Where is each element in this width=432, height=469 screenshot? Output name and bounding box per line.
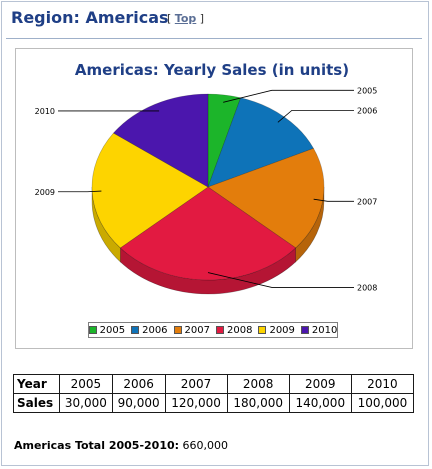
total-value: 660,000: [182, 439, 229, 452]
year-row-header: Year: [13, 374, 60, 394]
region-title: Region: Americas: [11, 8, 169, 27]
sales-cell: 100,000: [350, 393, 415, 413]
sales-row-header: Sales: [13, 393, 60, 413]
year-cell: 2008: [226, 374, 290, 394]
year-cell: 2010: [350, 374, 415, 394]
sales-cell: 140,000: [288, 393, 352, 413]
legend-swatch: [258, 326, 267, 334]
legend-label: 2010: [311, 324, 338, 336]
legend-label: 2005: [99, 324, 126, 336]
year-cell: 2009: [288, 374, 352, 394]
pie-labels: 2005 2006 2007 2008 2009 2010: [35, 86, 378, 292]
sales-cell: 90,000: [111, 393, 166, 413]
chart-legend: 2005 2006 2007 2008 2009 2010: [88, 322, 338, 338]
legend-label: 2006: [142, 324, 168, 336]
legend-item-2010: 2010: [300, 324, 338, 336]
leader-line-2009: [58, 190, 102, 193]
legend-item-2009: 2009: [258, 324, 295, 336]
top-link[interactable]: Top: [174, 12, 197, 25]
pie-slice-2010: [113, 93, 209, 188]
sales-cell: 30,000: [59, 393, 113, 413]
legend-label: 2008: [227, 324, 253, 336]
leader-line-2008: [207, 272, 354, 288]
slice-label-2009: 2009: [35, 188, 55, 197]
slice-label-2007: 2007: [357, 197, 377, 206]
sales-cell: 180,000: [226, 393, 290, 413]
bracket-close: ]: [199, 12, 205, 25]
sales-row: Sales 30,000 90,000 120,000 180,000 140,000 1…: [13, 393, 415, 413]
bracket-open: [: [167, 12, 172, 25]
year-cell: 2005: [59, 374, 113, 394]
leader-line-2005: [223, 89, 354, 103]
year-cell: 2007: [164, 374, 228, 394]
year-row: Year 2005 2006 2007 2008 2009 2010: [13, 374, 415, 394]
pie-slices: [91, 93, 325, 281]
legend-item-2008: 2008: [216, 325, 252, 336]
pie-chart: Americas: Yearly Sales (in units) 200520…: [35, 61, 378, 295]
leader-line-2007: [313, 198, 354, 202]
slice-label-2005: 2005: [357, 86, 377, 95]
slice-label-2006: 2006: [357, 106, 377, 115]
legend-item-2005: 2005: [88, 324, 126, 336]
legend-item-2007: 2007: [173, 324, 210, 336]
total-line: Americas Total 2005-2010: 660,000: [14, 439, 228, 452]
legend-label: 2009: [269, 324, 295, 336]
legend-item-2006: 2006: [131, 324, 168, 336]
legend-swatch: [216, 326, 224, 334]
chart-title: Americas: Yearly Sales (in units): [75, 61, 349, 79]
total-label: Americas Total 2005-2010:: [14, 439, 180, 452]
legend-swatch: [300, 326, 309, 334]
sales-table: Year 2005 2006 2007 2008 2009 2010 Sales 30,0…: [13, 374, 415, 413]
top-link-group: [ Top ]: [167, 12, 204, 25]
leader-line-2006: [277, 109, 354, 123]
slice-label-2010: 2010: [35, 107, 55, 116]
chart-panel: Americas: Yearly Sales (in units) 2005 20…: [15, 48, 413, 349]
legend-label: 2007: [184, 324, 210, 336]
pie-slice-2008: [119, 186, 297, 281]
legend-swatch: [131, 326, 140, 334]
sales-cell: 120,000: [164, 393, 228, 413]
slice-label-2008: 2008: [357, 283, 377, 292]
legend-swatch: [88, 326, 97, 334]
year-cell: 2006: [111, 374, 166, 394]
title-divider: [6, 38, 422, 39]
legend-swatch: [173, 326, 182, 334]
